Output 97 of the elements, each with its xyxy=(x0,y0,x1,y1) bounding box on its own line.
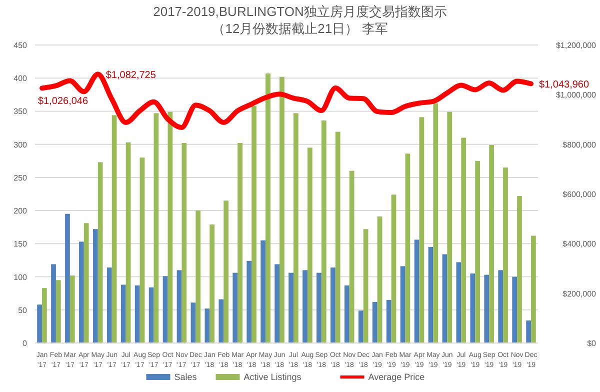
bar xyxy=(498,270,504,343)
bar xyxy=(363,229,368,343)
bar xyxy=(274,264,280,343)
y2-tick-label: $600,000 xyxy=(562,190,597,199)
bar xyxy=(51,264,56,343)
bar xyxy=(484,274,490,343)
bar xyxy=(330,268,336,343)
bar xyxy=(238,143,242,343)
bar xyxy=(288,272,294,343)
bar xyxy=(419,117,424,343)
bar xyxy=(176,270,182,343)
y-tick-label: 150 xyxy=(14,240,28,249)
bar xyxy=(232,272,238,343)
chart-subtitle: （12月份数据截止21日） 李军 xyxy=(212,21,388,36)
bar xyxy=(190,302,196,343)
y-tick-label: 450 xyxy=(14,41,28,50)
bar xyxy=(106,268,112,343)
bar xyxy=(126,142,131,343)
bar xyxy=(168,112,173,343)
data-label: $1,082,725 xyxy=(106,70,156,82)
bar xyxy=(252,106,256,343)
y2-tick-label: $0 xyxy=(587,339,597,348)
chart-title: 2017-2019,BURLINGTON独立房月度交易指数图示 xyxy=(153,4,447,19)
bar xyxy=(182,143,187,343)
bar xyxy=(475,160,480,343)
y2-tick-label: $800,000 xyxy=(562,140,597,150)
bar xyxy=(321,120,326,343)
y-tick-label: 0 xyxy=(22,339,28,348)
bar xyxy=(470,273,476,343)
bar xyxy=(447,112,452,343)
y2-tick-label: $400,000 xyxy=(562,240,597,249)
bar xyxy=(386,300,392,343)
bar xyxy=(503,168,508,343)
bar xyxy=(134,285,140,343)
bar xyxy=(377,216,382,343)
legend-label: Active Listings xyxy=(244,372,302,382)
bar xyxy=(372,302,378,343)
bar xyxy=(344,285,350,343)
bar xyxy=(210,224,215,343)
bar xyxy=(335,132,340,343)
bar xyxy=(517,196,522,343)
y-tick-label: 350 xyxy=(14,107,28,116)
bar xyxy=(414,240,420,343)
legend-label: Average Price xyxy=(368,372,425,382)
bar xyxy=(307,148,312,343)
bar xyxy=(442,254,448,343)
bar xyxy=(140,158,145,343)
bar xyxy=(512,276,518,343)
bar xyxy=(526,320,532,343)
bar xyxy=(162,276,168,343)
y2-tick-label: $1,000,000 xyxy=(556,90,597,100)
bar xyxy=(349,170,354,343)
bar xyxy=(98,162,103,343)
bar xyxy=(65,214,70,343)
y-tick-label: 50 xyxy=(18,306,28,315)
bar xyxy=(266,73,270,343)
bar xyxy=(280,76,284,343)
bar xyxy=(461,138,466,343)
y-tick-label: 300 xyxy=(14,140,28,150)
bar xyxy=(456,262,462,343)
bar xyxy=(112,115,117,343)
bar xyxy=(531,236,536,343)
bar xyxy=(154,113,159,343)
bar xyxy=(246,260,252,343)
bar xyxy=(218,299,224,343)
bar xyxy=(56,280,61,343)
legend-label: Sales xyxy=(174,372,198,382)
bar xyxy=(391,194,396,343)
bar xyxy=(70,275,75,343)
bar xyxy=(302,270,308,343)
bar xyxy=(428,246,434,343)
y2-tick-label: $200,000 xyxy=(562,289,597,298)
bar xyxy=(196,210,201,343)
bar xyxy=(92,229,98,343)
bar xyxy=(42,288,47,343)
bar xyxy=(433,103,438,343)
bar xyxy=(358,310,364,343)
bar xyxy=(120,284,126,343)
data-label: $1,026,046 xyxy=(38,96,88,108)
y2-tick-label: $1,200,000 xyxy=(556,41,597,50)
y-tick-label: 200 xyxy=(14,206,28,216)
bar xyxy=(405,154,410,343)
bar xyxy=(37,304,42,343)
bar xyxy=(84,223,89,343)
bar xyxy=(204,308,210,343)
y-tick-label: 100 xyxy=(14,272,28,282)
bar xyxy=(293,113,298,343)
bar xyxy=(400,266,406,343)
bar xyxy=(148,287,154,343)
bar xyxy=(79,242,84,343)
y-tick-label: 400 xyxy=(14,74,28,84)
bar xyxy=(316,272,322,343)
bar xyxy=(489,144,494,343)
y-tick-label: 250 xyxy=(14,173,28,182)
data-label: $1,043,960 xyxy=(539,80,590,91)
bar xyxy=(260,240,266,343)
bar xyxy=(224,200,229,343)
